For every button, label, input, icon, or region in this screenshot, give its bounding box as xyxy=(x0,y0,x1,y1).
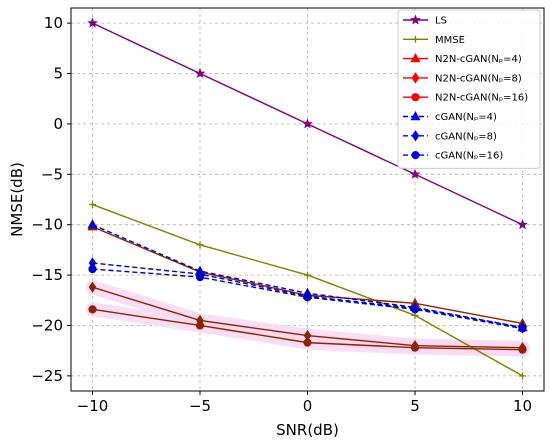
data-point xyxy=(302,118,313,129)
data-point xyxy=(519,372,526,380)
data-point xyxy=(88,281,97,293)
data-point xyxy=(88,305,97,314)
y-tick-label: −20 xyxy=(31,316,63,334)
legend-label: MMSE xyxy=(435,35,465,46)
legend-entry: N2N-cGAN(Nₚ=4) xyxy=(403,53,522,65)
legend-label: cGAN(Nₚ=4) xyxy=(435,112,497,123)
legend-label: N2N-cGAN(Nₚ=8) xyxy=(435,73,522,84)
legend-marker xyxy=(410,53,421,63)
x-tick-label: 5 xyxy=(410,397,420,415)
x-tick-label: −10 xyxy=(77,397,109,415)
legend-label: N2N-cGAN(Nₚ=16) xyxy=(435,93,528,104)
legend-marker xyxy=(411,72,420,84)
data-point xyxy=(194,67,206,79)
data-point xyxy=(87,219,98,229)
legend-marker xyxy=(411,93,420,102)
y-tick-label: 0 xyxy=(53,115,63,133)
legend-label: N2N-cGAN(Nₚ=4) xyxy=(435,54,522,65)
y-tick-label: −15 xyxy=(31,266,63,284)
y-tick-label: 10 xyxy=(44,14,63,32)
series-8 xyxy=(88,264,527,333)
data-point xyxy=(195,321,205,330)
legend-marker xyxy=(410,110,421,121)
data-point xyxy=(303,293,312,302)
data-point xyxy=(303,338,312,347)
y-axis-title: NMSE(dB) xyxy=(8,162,26,237)
legend: LS MMSE N2N-cGAN(Nₚ=4) N2N-cGAN(Nₚ=8) N2N-cG… xyxy=(397,9,541,169)
legend-entry: N2N-cGAN(Nₚ=16) xyxy=(403,93,528,104)
y-tick-label: −5 xyxy=(41,165,63,183)
x-axis-title: SNR(dB) xyxy=(276,421,339,439)
x-tick-label: 10 xyxy=(513,397,532,415)
series-2 xyxy=(89,201,526,380)
legend-marker xyxy=(410,14,421,25)
data-point xyxy=(518,345,527,354)
data-point xyxy=(87,17,98,28)
data-point xyxy=(89,201,96,209)
legend-entry: cGAN(Nₚ=16) xyxy=(403,151,503,162)
legend-entry: LS xyxy=(403,14,447,27)
y-tick-label: −10 xyxy=(31,216,63,234)
data-point xyxy=(409,168,421,179)
y-tick-label: 5 xyxy=(53,65,63,83)
legend-entry: N2N-cGAN(Nₚ=8) xyxy=(403,72,522,84)
legend-box xyxy=(397,9,541,169)
data-point xyxy=(88,264,97,274)
y-tick-label: −25 xyxy=(31,367,63,385)
legend-label: cGAN(Nₚ=16) xyxy=(435,151,503,162)
axis-ticks: −10 −5 0 5 10 10 5 0 −5 −10 −15 −20 −25 xyxy=(31,14,532,415)
data-point xyxy=(410,343,420,352)
series-5 xyxy=(88,305,527,354)
series-1 xyxy=(87,17,528,230)
legend-label: LS xyxy=(435,16,447,27)
data-point xyxy=(518,324,527,333)
legend-marker xyxy=(411,130,420,142)
data-point xyxy=(517,219,528,230)
legend-entry: MMSE xyxy=(403,35,465,46)
data-point xyxy=(195,273,205,282)
legend-entry: cGAN(Nₚ=4) xyxy=(403,110,497,123)
data-point xyxy=(410,305,420,314)
x-tick-label: 0 xyxy=(303,397,313,415)
legend-marker xyxy=(412,35,419,43)
legend-marker xyxy=(411,151,420,160)
data-point xyxy=(196,241,204,249)
legend-entry: cGAN(Nₚ=8) xyxy=(403,130,497,142)
legend-label: cGAN(Nₚ=8) xyxy=(435,131,497,142)
data-point xyxy=(304,271,311,279)
x-tick-label: −5 xyxy=(189,397,211,415)
series-lines xyxy=(87,17,528,380)
